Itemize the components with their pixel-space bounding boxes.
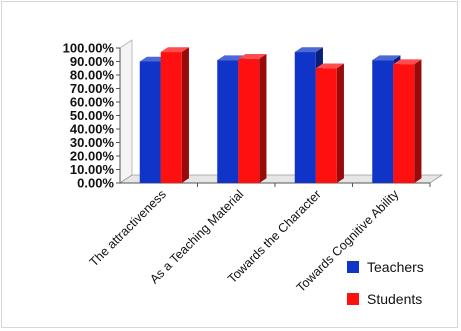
bar-top [372,55,401,61]
y-tick-label: 60.00% [70,95,115,110]
side-wall [119,39,133,184]
bar-top [315,63,344,69]
y-tick-label: 90.00% [70,54,115,69]
y-tick-label: 80.00% [70,68,115,83]
bar-teachers-4 [372,60,394,183]
bar-teachers-2 [217,60,239,183]
bar-top [238,54,267,59]
bar-students-1 [160,52,182,183]
y-tick-label: 30.00% [70,135,115,150]
bar-side [336,63,344,184]
bar-side [181,47,189,183]
y-tick-label: 50.00% [70,108,115,123]
bar-side [259,54,267,183]
x-category-label: The attractiveness [87,187,169,269]
y-tick-label: 40.00% [70,122,115,137]
legend-label-teachers: Teachers [367,259,424,275]
bar-teachers-3 [294,52,316,183]
legend-swatch-teachers [347,261,359,273]
bar-top [393,59,422,65]
bar-chart: 0.00%10.00%20.00%30.00%40.00%50.00%60.00… [63,39,444,307]
bar-students-2 [238,58,260,183]
bar-students-3 [315,68,337,183]
legend-swatch-students [347,293,359,305]
y-tick-label: 100.00% [63,41,115,56]
y-tick-label: 0.00% [77,176,114,191]
bar-side [414,59,422,183]
y-tick-label: 20.00% [70,149,115,164]
bar-students-4 [393,64,415,183]
bar-top [294,47,323,53]
legend-label-students: Students [367,291,422,307]
bar-teachers-1 [139,61,161,183]
chart-frame: 0.00% 10.00% 20.00% 30.00% 40.00% 50.00% 60.00… [1,1,458,328]
bar-top [160,47,189,53]
y-tick-label: 70.00% [70,81,115,96]
y-tick-label: 10.00% [70,162,115,177]
